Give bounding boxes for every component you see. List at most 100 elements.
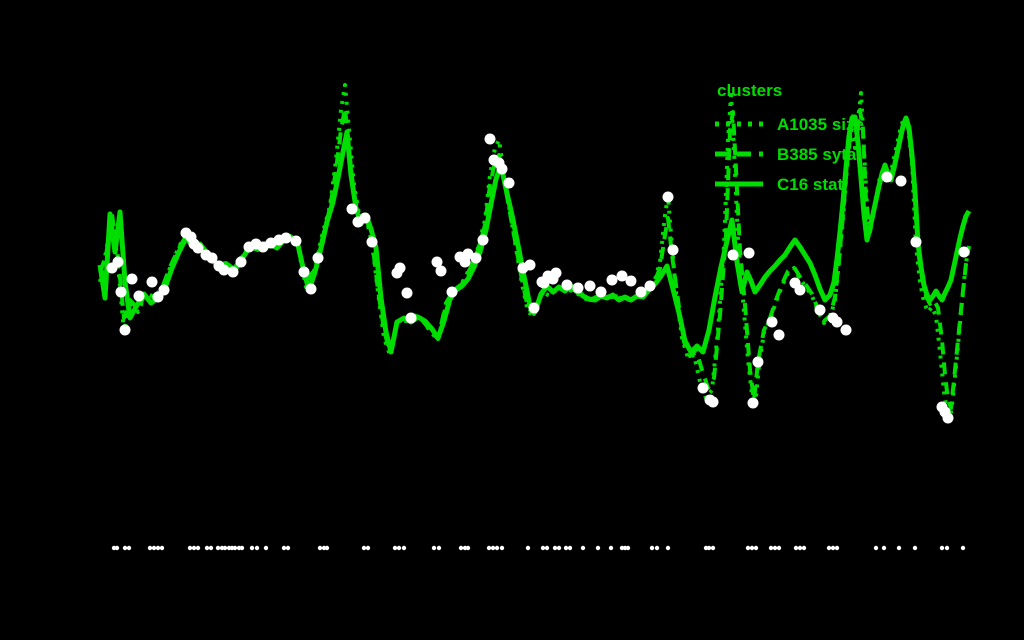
rug-dot xyxy=(580,545,586,551)
scatter-dot xyxy=(910,236,922,248)
rug-dot xyxy=(361,545,367,551)
scatter-dot xyxy=(727,249,739,261)
legend-label-b385: B385 syta. xyxy=(777,144,862,164)
scatter-dot xyxy=(346,203,358,215)
scatter-dot xyxy=(435,265,447,277)
rug-dot xyxy=(912,545,918,551)
rug-dot xyxy=(392,545,398,551)
scatter-dot xyxy=(477,234,489,246)
rug-dot xyxy=(431,545,437,551)
rug-dot xyxy=(881,545,887,551)
rug-dot xyxy=(745,545,751,551)
rug-dot xyxy=(797,545,803,551)
scatter-dot xyxy=(192,242,204,254)
rug-dot xyxy=(772,545,778,551)
series-line-2 xyxy=(97,114,972,355)
rug-dot xyxy=(801,545,807,551)
scatter-dot xyxy=(773,329,785,341)
scatter-dot xyxy=(484,133,496,145)
scatter-dot xyxy=(218,264,230,276)
rug-dot xyxy=(944,545,950,551)
rug-dot xyxy=(768,545,774,551)
rug-dot xyxy=(239,545,245,551)
scatter-dot xyxy=(503,177,515,189)
scatter-dot xyxy=(298,266,310,278)
rug-dot xyxy=(458,545,464,551)
scatter-dot xyxy=(831,316,843,328)
scatter-dot xyxy=(235,256,247,268)
scatter-dot xyxy=(881,171,893,183)
scatter-dot xyxy=(119,324,131,336)
rug-dot xyxy=(595,545,601,551)
rug-dot xyxy=(567,545,573,551)
rug-dot xyxy=(147,545,153,551)
rug-dot xyxy=(776,545,782,551)
legend-label-a1035: A1035 size xyxy=(777,114,864,134)
rug-dot xyxy=(556,545,562,551)
scatter-dot xyxy=(595,286,607,298)
rug-dot xyxy=(486,545,492,551)
scatter-dot xyxy=(550,267,562,279)
rug-dot xyxy=(544,545,550,551)
scatter-dot xyxy=(707,396,719,408)
rug-dot xyxy=(195,545,201,551)
scatter-dot xyxy=(942,412,954,424)
scatter-dot xyxy=(401,287,413,299)
rug-dot xyxy=(114,545,120,551)
rug-dot xyxy=(285,545,291,551)
rug-dot xyxy=(365,545,371,551)
rug-dot xyxy=(793,545,799,551)
scatter-dot xyxy=(227,266,239,278)
scatter-dot xyxy=(958,246,970,258)
rug-dot xyxy=(324,545,330,551)
rug-dot xyxy=(232,545,238,551)
scatter-dot xyxy=(572,282,584,294)
scatter-dot xyxy=(158,284,170,296)
rug-dot xyxy=(710,545,716,551)
rug-dot xyxy=(191,545,197,551)
rug-dot xyxy=(665,545,671,551)
scatter-dot xyxy=(112,256,124,268)
rug-dot xyxy=(749,545,755,551)
legend-title: clusters xyxy=(717,81,783,100)
rug-dot xyxy=(401,545,407,551)
scatter-dot xyxy=(747,397,759,409)
scatter-dot xyxy=(126,273,138,285)
rug-dot xyxy=(499,545,505,551)
rug-dot xyxy=(753,545,759,551)
rug-dot xyxy=(873,545,879,551)
rug-dot xyxy=(830,545,836,551)
scatter-dot xyxy=(312,252,324,264)
rug-dot xyxy=(151,545,157,551)
scatter-dot xyxy=(561,279,573,291)
scatter-dot xyxy=(206,252,218,264)
scatter-dot xyxy=(644,280,656,292)
scatter-points xyxy=(106,133,970,424)
rug-dot xyxy=(706,545,712,551)
legend: clusters A1035 size B385 syta. C16 stat xyxy=(715,82,864,199)
dotted-line-icon xyxy=(715,121,763,127)
rug-dot xyxy=(436,545,442,551)
rug-dot xyxy=(263,545,269,551)
scatter-dot xyxy=(625,275,637,287)
scatter-dot xyxy=(616,270,628,282)
solid-line-icon xyxy=(715,181,763,187)
legend-label-c16: C16 stat xyxy=(777,174,844,194)
scatter-dot xyxy=(840,324,852,336)
dashed-line-icon xyxy=(715,151,763,157)
scatter-dot xyxy=(667,244,679,256)
scatter-dot xyxy=(752,356,764,368)
scatter-dot xyxy=(290,235,302,247)
rug-dot xyxy=(122,545,128,551)
rug-dot xyxy=(939,545,945,551)
scatter-dot xyxy=(280,232,292,244)
rug-dot xyxy=(126,545,132,551)
scatter-dot xyxy=(528,302,540,314)
scatter-dot xyxy=(394,262,406,274)
scatter-dot xyxy=(431,256,443,268)
rug-dot xyxy=(654,545,660,551)
rug-dot xyxy=(317,545,323,551)
rug-dot xyxy=(649,545,655,551)
scatter-dot xyxy=(584,280,596,292)
